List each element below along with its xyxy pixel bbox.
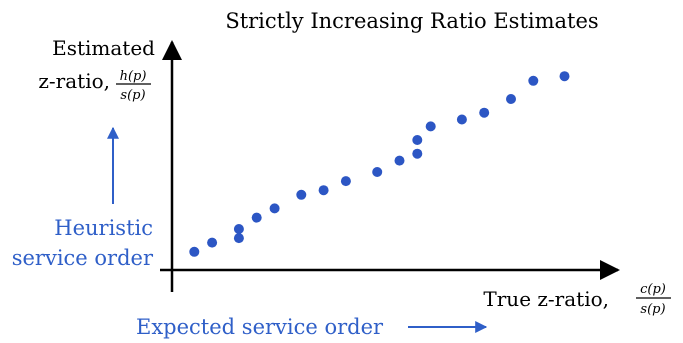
y-axis-label-line1: Estimated <box>52 36 155 60</box>
scatter-point-1 <box>189 246 200 257</box>
chart-title: Strictly Increasing Ratio Estimates <box>225 9 598 33</box>
scatter-point-6 <box>269 203 280 214</box>
scatter-point-14 <box>425 121 436 132</box>
scatter-point-4 <box>233 224 244 234</box>
x-axis-label-text: True z-ratio, <box>483 287 609 311</box>
y-axis-label-line2: z-ratio, <box>38 69 110 93</box>
x-axis-fraction-denominator: s(p) <box>640 302 665 317</box>
heuristic-label-line2: service order <box>12 246 154 270</box>
scatter-point-5 <box>251 212 262 223</box>
scatter-point-9 <box>340 176 351 187</box>
scatter-point-16 <box>479 107 490 118</box>
scatter-points <box>189 71 570 257</box>
y-axis-fraction-numerator: h(p) <box>120 69 147 84</box>
scatter-point-15 <box>456 114 467 125</box>
scatter-point-7 <box>296 189 307 200</box>
scatter-point-18 <box>528 75 539 86</box>
scatter-point-11 <box>394 155 405 166</box>
scatter-point-3 <box>233 233 244 244</box>
scatter-point-12 <box>412 148 423 159</box>
scatter-point-10 <box>372 167 383 177</box>
scatter-point-13 <box>412 135 423 145</box>
y-axis-label: Estimated z-ratio, h(p) s(p) <box>38 36 155 103</box>
scatter-point-2 <box>207 237 218 248</box>
x-axis-label: True z-ratio, c(p) s(p) <box>483 282 671 317</box>
scatter-point-17 <box>506 94 516 104</box>
x-axis-fraction-numerator: c(p) <box>640 282 666 297</box>
expected-order-label: Expected service order <box>136 315 384 339</box>
scatter-point-19 <box>559 71 570 82</box>
heuristic-label-line1: Heuristic <box>54 216 153 240</box>
y-axis-fraction-denominator: s(p) <box>120 88 145 103</box>
scatter-point-8 <box>318 185 329 196</box>
